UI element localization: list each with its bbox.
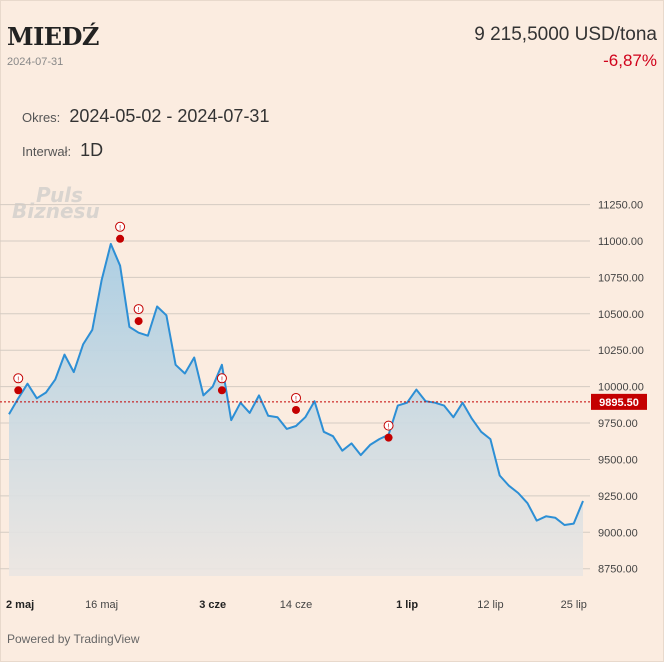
event-marker-label: ! xyxy=(138,307,140,314)
current-price-label: 9895.50 xyxy=(599,397,639,409)
y-tick-label: 11000.00 xyxy=(598,236,643,248)
x-tick-label: 3 cze xyxy=(199,599,226,611)
quote-date: 2024-07-31 xyxy=(7,56,64,68)
y-tick-label: 11250.00 xyxy=(598,200,643,212)
event-marker-label: ! xyxy=(221,376,223,383)
y-tick-label: 10000.00 xyxy=(598,382,644,394)
y-tick-label: 10750.00 xyxy=(598,272,644,284)
y-tick-label: 9500.00 xyxy=(598,454,638,466)
period-selector[interactable]: Okres: 2024-05-02 - 2024-07-31 xyxy=(22,106,269,127)
event-marker xyxy=(384,433,393,442)
y-tick-label: 10250.00 xyxy=(598,345,644,357)
event-marker-label: ! xyxy=(388,424,390,431)
y-tick-label: 9000.00 xyxy=(598,527,638,539)
event-marker xyxy=(134,317,143,326)
y-tick-label: 8750.00 xyxy=(598,564,638,576)
period-value[interactable]: 2024-05-02 - 2024-07-31 xyxy=(69,106,270,126)
x-tick-label: 16 maj xyxy=(85,599,118,611)
price-change: -6,87% xyxy=(603,51,657,70)
event-marker-badge xyxy=(383,420,394,431)
x-tick-label: 2 maj xyxy=(6,599,34,611)
y-tick-label: 9750.00 xyxy=(598,418,638,430)
x-tick-label: 1 lip xyxy=(396,599,418,611)
event-marker xyxy=(14,386,23,395)
event-marker-badge xyxy=(133,304,144,315)
event-marker-label: ! xyxy=(295,396,297,403)
y-tick-label: 10500.00 xyxy=(598,309,644,321)
event-marker-badge xyxy=(291,392,301,403)
interval-selector[interactable]: Interwał: 1D xyxy=(22,140,103,161)
event-marker-badge xyxy=(115,221,126,232)
watermark-line2: Biznesu xyxy=(12,199,100,223)
event-marker xyxy=(116,234,125,243)
period-label: Okres: xyxy=(22,110,61,125)
event-marker-badge xyxy=(216,373,227,384)
current-price: 9 215,5000 USD/tona xyxy=(474,24,657,45)
powered-by-tradingview[interactable]: Powered by TradingView xyxy=(7,632,140,646)
event-marker-label: ! xyxy=(119,225,121,232)
event-marker-badge xyxy=(13,373,24,384)
commodity-title: MIEDŹ xyxy=(7,22,99,51)
y-tick-label: 9250.00 xyxy=(598,491,638,503)
interval-label: Interwał: xyxy=(22,144,72,159)
area-fill xyxy=(9,243,583,576)
price-series-line xyxy=(8,242,584,526)
x-tick-label: 14 cze xyxy=(280,599,312,611)
current-price-tag xyxy=(591,393,647,410)
event-marker xyxy=(292,405,300,414)
event-marker xyxy=(217,386,226,395)
event-marker-label: ! xyxy=(17,376,19,383)
x-tick-label: 12 lip xyxy=(477,599,503,611)
watermark-line1: Puls xyxy=(36,183,83,207)
interval-value[interactable]: 1D xyxy=(80,140,104,160)
puls-biznesu-watermark: Puls Biznesu xyxy=(12,183,100,223)
x-tick-label: 25 lip xyxy=(561,599,587,611)
